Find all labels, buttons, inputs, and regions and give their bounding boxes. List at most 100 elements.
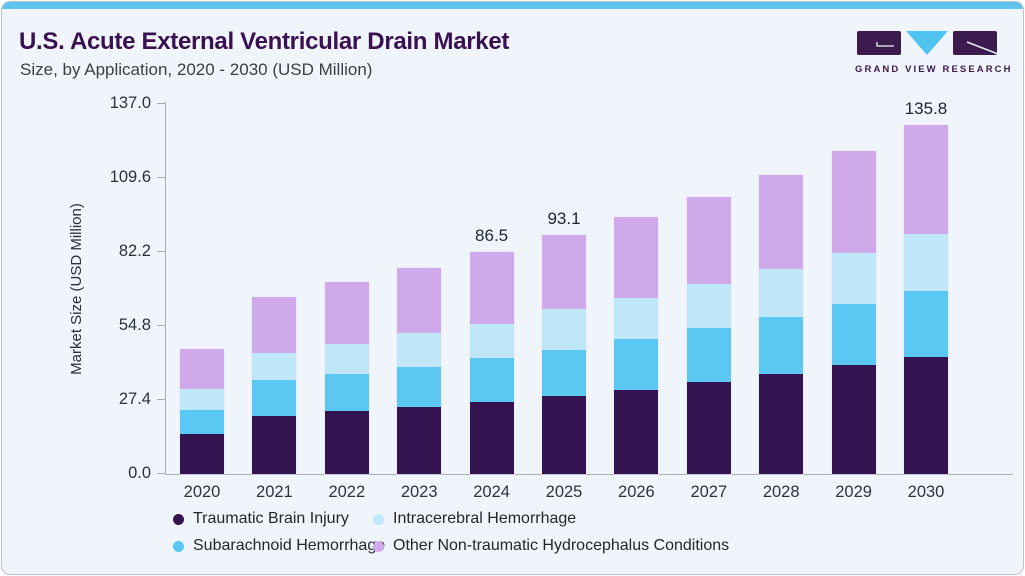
bar-segment xyxy=(831,303,876,365)
stacked-bar-2023 xyxy=(397,267,442,474)
gvr-logo-icon xyxy=(857,31,999,55)
bar-segment xyxy=(759,174,804,269)
bar-segment xyxy=(324,410,369,474)
bar-segment xyxy=(686,381,731,474)
y-tick-label: 27.4 xyxy=(118,390,151,408)
y-axis-tick xyxy=(157,176,166,178)
y-tick-label: 54.8 xyxy=(118,316,151,334)
bar-segment xyxy=(614,297,659,339)
bar-segment xyxy=(397,366,442,407)
bar-segment xyxy=(180,409,224,434)
stacked-bar-2029 xyxy=(831,150,876,474)
x-tick-label: 2022 xyxy=(328,483,366,501)
page-subtitle: Size, by Application, 2020 - 2030 (USD M… xyxy=(20,60,373,79)
stacked-bar-2020 xyxy=(180,348,224,474)
y-axis-tick xyxy=(157,250,166,252)
stacked-bar-2026 xyxy=(614,216,659,474)
legend-color-dot xyxy=(373,513,384,525)
bar-segment xyxy=(252,352,297,380)
y-tick-label: 0.0 xyxy=(128,464,151,482)
bar-segment xyxy=(904,290,948,357)
y-axis-tick xyxy=(157,398,166,400)
x-tick-label: 2027 xyxy=(690,483,728,501)
bar-segment xyxy=(180,388,224,410)
legend-color-dot xyxy=(173,540,184,552)
x-tick-label: 2030 xyxy=(907,483,945,501)
legend-item: Intracerebral Hemorrhage xyxy=(373,510,729,528)
bar-value-label: 135.8 xyxy=(904,99,948,118)
x-tick-label: 2023 xyxy=(400,483,438,501)
bar-segment xyxy=(542,234,586,309)
bar-segment xyxy=(469,251,514,324)
y-tick-label: 82.2 xyxy=(118,242,151,260)
legend-label: Intracerebral Hemorrhage xyxy=(393,510,577,527)
page-title: U.S. Acute External Ventricular Drain Ma… xyxy=(19,28,510,55)
legend-color-dot xyxy=(173,513,184,525)
chart-plot-area: 0.0 27.4 54.8 82.2 109.6 137.0 2020 2021 2022 202… xyxy=(110,94,1013,501)
bar-segment xyxy=(252,415,297,474)
x-tick-label: 2024 xyxy=(473,483,510,501)
accent-top-strip xyxy=(2,2,1023,9)
bar-segment xyxy=(324,373,369,411)
legend-item: Traumatic Brain Injury xyxy=(173,510,373,528)
bar-segment xyxy=(831,364,876,474)
bar-segment xyxy=(614,389,659,474)
bar-segment xyxy=(904,125,948,234)
stacked-bar-2025 xyxy=(542,234,586,474)
x-tick-label: 2028 xyxy=(762,483,800,501)
bar-segment xyxy=(180,348,224,389)
bar-segment xyxy=(469,323,514,358)
stacked-bar-2024 xyxy=(469,251,514,474)
legend-color-dot xyxy=(373,540,384,552)
bar-segment xyxy=(397,267,442,333)
bar-segment xyxy=(252,296,297,353)
legend-item: Subarachnoid Hemorrhage xyxy=(173,537,385,555)
bar-segment xyxy=(614,216,659,298)
bar-segment xyxy=(469,401,514,474)
stacked-bar-2028 xyxy=(759,174,804,474)
x-tick-label: 2025 xyxy=(545,483,583,501)
y-axis-tick xyxy=(157,472,166,474)
stacked-bar-2027 xyxy=(686,196,731,474)
legend-label: Traumatic Brain Injury xyxy=(193,510,349,527)
y-axis-tick xyxy=(157,102,166,104)
stacked-bar-2021 xyxy=(252,296,297,474)
x-tick-label: 2029 xyxy=(835,483,872,501)
bar-segment xyxy=(904,233,948,291)
bar-segment xyxy=(542,349,586,396)
bar-segment xyxy=(686,327,731,382)
legend-item: Other Non-traumatic Hydrocephalus Condit… xyxy=(373,537,729,555)
bar-value-label: 86.5 xyxy=(475,225,509,245)
y-tick-label: 109.6 xyxy=(109,168,151,186)
bar-segment xyxy=(542,395,586,474)
x-tick-label: 2021 xyxy=(256,483,293,501)
bar-value-label: 93.1 xyxy=(547,208,581,228)
bar-segment xyxy=(831,150,876,253)
gvr-logo-text: GRAND VIEW RESEARCH xyxy=(855,64,1013,75)
bar-segment xyxy=(252,379,297,416)
bar-segment xyxy=(180,433,224,474)
bar-segment xyxy=(759,373,804,474)
y-axis-tick xyxy=(157,324,166,326)
bar-segment xyxy=(831,252,876,304)
bar-segment xyxy=(904,356,948,474)
x-tick-label: 2026 xyxy=(618,483,655,501)
legend-label: Other Non-traumatic Hydrocephalus Condit… xyxy=(393,537,730,554)
stacked-bar-2030 xyxy=(904,125,948,474)
bar-segment xyxy=(686,196,731,284)
bar-segment xyxy=(324,343,369,374)
y-axis-title: Market Size (USD Million) xyxy=(68,203,85,375)
stacked-bar-2022 xyxy=(324,281,369,474)
bar-segment xyxy=(686,283,731,328)
bar-segment xyxy=(759,316,804,374)
gvr-logo: GRAND VIEW RESEARCH xyxy=(855,30,1013,75)
bar-segment xyxy=(324,281,369,344)
bar-segment xyxy=(542,308,586,350)
bar-segment xyxy=(759,268,804,317)
x-tick-label: 2020 xyxy=(183,483,221,501)
bar-segment xyxy=(397,406,442,474)
bar-segment xyxy=(614,338,659,390)
chart-legend: Traumatic Brain Injury Intracerebral Hemo… xyxy=(173,510,729,555)
y-tick-label: 137.0 xyxy=(109,94,151,112)
